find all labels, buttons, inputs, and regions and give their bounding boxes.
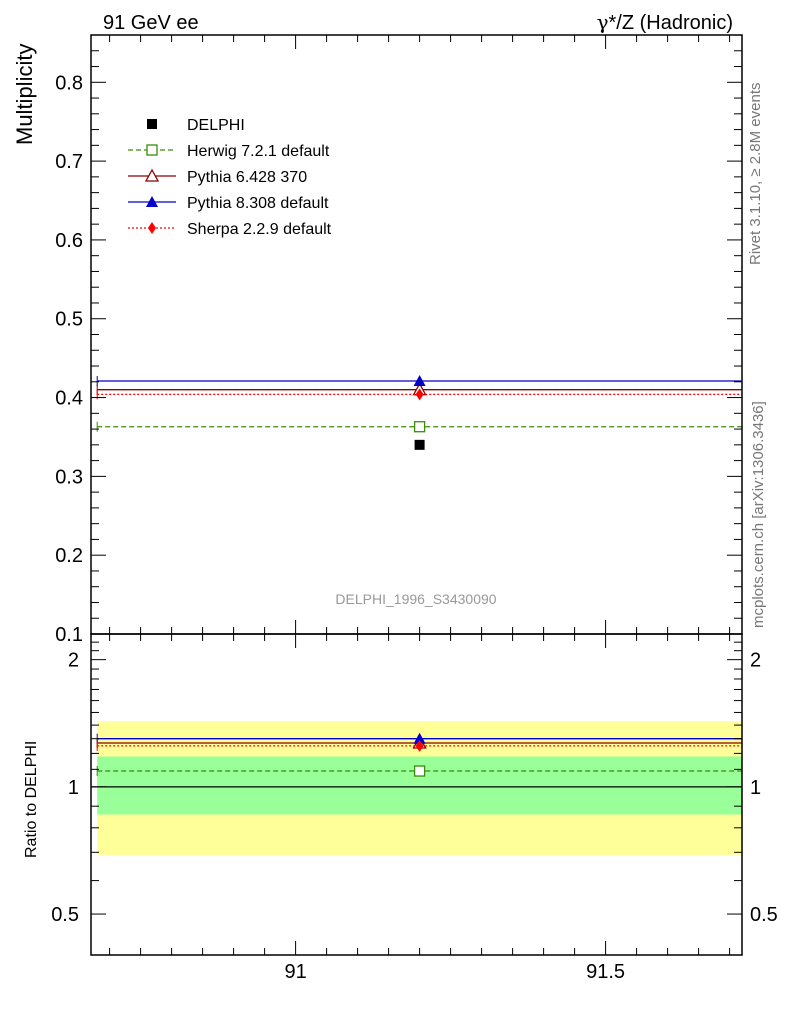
main-ticks: 0.1 0.2 0.3 0.4 0.5 0.6 0.7 0.8 [55,34,742,646]
ratio-ytick-label-right: 0.5 [750,904,778,926]
series-marker-4 [415,388,424,401]
rivet-label: Rivet 3.1.10, ≥ 2.8M events [747,83,764,266]
legend: DELPHI Herwig 7.2.1 default Pythia 6.428 3… [128,117,332,238]
ratio-ytick-label-right: 1 [750,777,761,799]
analysis-id: DELPHI_1996_S3430090 [335,591,496,607]
ratio-ytick-label-right: 2 [750,650,761,672]
legend-label-4: Sherpa 2.2.9 default [187,221,332,238]
main-ytick-label: 0.5 [55,309,83,331]
main-inner [96,375,742,450]
legend-label-0: DELPHI [187,117,245,134]
ratio-xtick-label: 91.5 [586,961,625,983]
ratio-marker-0 [413,765,426,777]
main-ytick-label: 0.8 [55,72,83,94]
ratio-xtick-label: 91 [284,961,306,983]
legend-marker-4 [148,222,156,234]
main-ytick-label: 0.6 [55,230,83,252]
header-right: γ*/Z (Hadronic) [597,10,733,34]
legend-marker-3 [146,196,158,207]
main-ytick-label: 0.3 [55,466,83,488]
legend-label-1: Herwig 7.2.1 default [187,143,330,160]
ratio-ytick-label-left: 0.5 [51,904,79,926]
mcplots-label: mcplots.cern.ch [arXiv:1306.3436] [750,401,767,628]
legend-marker-2 [144,168,160,182]
legend-label-2: Pythia 6.428 370 [187,169,307,186]
ratio-band-1 [97,756,742,815]
ratio-panel: 91 91.5 0.5 0.5 1 1 2 2 [51,633,778,983]
main-ytick-label: 0.7 [55,151,83,173]
legend-label-3: Pythia 8.308 default [187,195,329,212]
ratio-ylabel: Ratio to DELPHI [23,741,40,858]
main-ytick-label: 0.1 [55,624,83,646]
ratio-ytick-label-left: 2 [68,650,79,672]
header-left: 91 GeV ee [103,12,199,34]
header-right-gamma: γ [597,10,609,34]
series-marker-1 [413,421,426,433]
ratio-ticks: 91 91.5 0.5 0.5 1 1 2 2 [51,634,778,983]
ratio-marker-3 [415,739,424,752]
main-panel: 0.1 0.2 0.3 0.4 0.5 0.6 0.7 0.8 DELPHI_1996_S34… [55,34,743,646]
header-right-rest: */Z (Hadronic) [609,12,733,34]
series-marker-0 [414,439,425,450]
main-ylabel: Multiplicity [12,44,37,145]
series-marker-3 [413,375,426,387]
main-clip [96,375,742,450]
ratio-marker-2 [413,732,426,744]
ratio-frame [90,633,743,956]
ratio-inner [91,721,742,855]
main-ytick-label: 0.4 [55,388,83,410]
main-ytick-label: 0.2 [55,545,83,567]
legend-marker-0 [147,119,157,129]
ratio-ytick-label-left: 1 [68,777,79,799]
ratio-clip [91,721,742,855]
legend-marker-1 [146,144,158,156]
